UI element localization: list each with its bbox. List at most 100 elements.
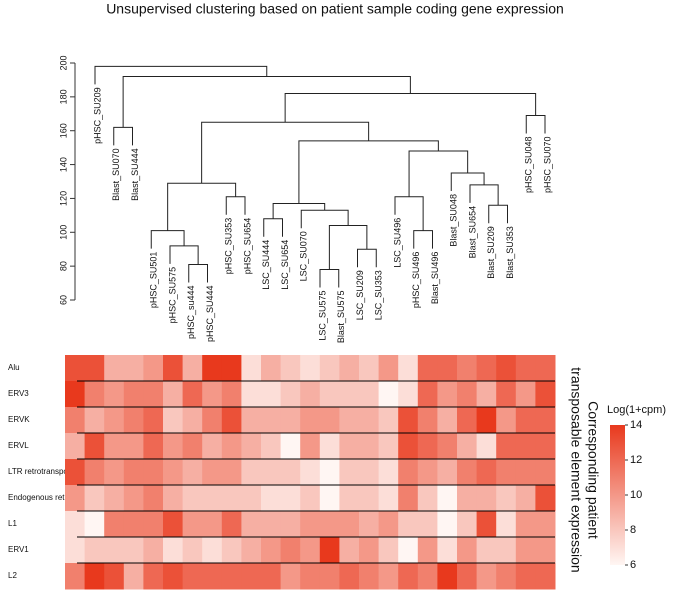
heatmap-cell — [417, 433, 438, 460]
heatmap-cell — [104, 537, 125, 564]
leaf-label: LSC_SU496 — [392, 218, 402, 268]
heatmap-cell — [359, 355, 380, 382]
heatmap-cell — [163, 485, 184, 512]
heatmap-cell — [359, 511, 380, 538]
heatmap-cell — [496, 459, 517, 486]
dendrogram-node — [450, 172, 485, 192]
heatmap-cell — [535, 485, 556, 512]
heatmap-cell — [535, 459, 556, 486]
heatmap-cell — [476, 563, 497, 590]
heatmap-cell — [261, 433, 282, 460]
heatmap-cell — [65, 381, 86, 408]
heatmap-cell — [398, 459, 419, 486]
heatmap-cell — [221, 563, 242, 590]
heatmap-cell — [496, 511, 517, 538]
row-label: ERV3 — [8, 389, 29, 398]
heatmap-cell — [261, 537, 282, 564]
heatmap-cell — [261, 511, 282, 538]
heatmap-cell — [163, 563, 184, 590]
leaf-label: pHSC_SU353 — [224, 218, 234, 275]
y-tick-label: 140 — [58, 157, 68, 172]
heatmap-cell — [496, 537, 517, 564]
heatmap-cell — [300, 407, 321, 434]
heatmap-cell — [417, 511, 438, 538]
heatmap-cell — [437, 407, 458, 434]
dendrogram-node — [263, 218, 283, 237]
dendrogram-node — [408, 150, 469, 197]
heatmap-cell — [535, 381, 556, 408]
heatmap-cell — [182, 355, 203, 382]
heatmap-cell — [182, 407, 203, 434]
heatmap-cell — [300, 433, 321, 460]
heatmap-cell — [398, 355, 419, 382]
heatmap-cell — [417, 355, 438, 382]
heatmap-cell — [319, 537, 340, 564]
heatmap-cell — [65, 485, 86, 512]
heatmap-cell — [535, 511, 556, 538]
row-label: L2 — [8, 571, 17, 580]
heatmap-cell — [221, 407, 242, 434]
heatmap-cell — [65, 355, 86, 382]
dendrogram-node — [319, 269, 340, 288]
colorbar-tick-label: 6 — [630, 559, 636, 571]
heatmap-cell — [515, 381, 536, 408]
heatmap-cell — [457, 381, 478, 408]
heatmap-cell — [339, 563, 360, 590]
heatmap-cell — [104, 485, 125, 512]
heatmap-cell — [182, 537, 203, 564]
heatmap-cell — [300, 355, 321, 382]
dendrogram-node — [284, 92, 537, 123]
heatmap-cell — [123, 381, 144, 408]
leaf-label: LSC_SU654 — [280, 240, 290, 290]
heatmap-cell — [104, 433, 125, 460]
leaf-label: Blast_SU654 — [467, 206, 477, 259]
heatmap-cell — [359, 433, 380, 460]
heatmap-cell — [143, 381, 164, 408]
chart-title: Unsupervised clustering based on patient… — [106, 1, 564, 17]
heatmap-cell — [515, 511, 536, 538]
leaf-label: pHSC_SU575 — [167, 267, 177, 324]
colorbar-tick-label: 10 — [630, 489, 642, 501]
heatmap-cell — [515, 407, 536, 434]
heatmap-cell — [221, 485, 242, 512]
heatmap-cell — [123, 459, 144, 486]
heatmap-cell — [476, 433, 497, 460]
heatmap-cell — [84, 433, 105, 460]
heatmap-cell — [241, 511, 262, 538]
heatmap-cell — [457, 485, 478, 512]
heatmap-cell — [84, 511, 105, 538]
y-tick-label: 120 — [58, 191, 68, 206]
heatmap-cell — [457, 459, 478, 486]
heatmap-cell — [457, 537, 478, 564]
heatmap-cell — [221, 537, 242, 564]
heatmap-cell — [104, 563, 125, 590]
dendrogram-node — [225, 196, 246, 215]
colorbar-tick-label: 12 — [630, 454, 642, 466]
heatmap-cell — [84, 537, 105, 564]
heatmap-cell — [437, 433, 458, 460]
dendrogram-node — [113, 126, 133, 146]
heatmap-cell — [359, 563, 380, 590]
y-tick-label: 160 — [58, 123, 68, 138]
heatmap-cell — [241, 355, 262, 382]
heatmap-cell — [437, 459, 458, 486]
heatmap-cell — [359, 381, 380, 408]
heatmap-cell — [104, 407, 125, 434]
leaf-label: LSC_SU353 — [374, 270, 384, 320]
heatmap-cell — [496, 485, 517, 512]
heatmap-cell — [476, 537, 497, 564]
dendrogram-node — [394, 196, 424, 231]
heatmap-cell — [398, 511, 419, 538]
colorbar — [610, 425, 625, 565]
heatmap-cell — [300, 381, 321, 408]
heatmap-cell — [437, 511, 458, 538]
heatmap-cell — [457, 407, 478, 434]
heatmap-cell — [84, 485, 105, 512]
heatmap-cell — [280, 459, 301, 486]
y-tick-label: 80 — [58, 261, 68, 271]
heatmap-cell — [123, 355, 144, 382]
heatmap-cell — [280, 485, 301, 512]
heatmap-cell — [398, 407, 419, 434]
heatmap-cell — [241, 485, 262, 512]
heatmap-cell — [339, 537, 360, 564]
